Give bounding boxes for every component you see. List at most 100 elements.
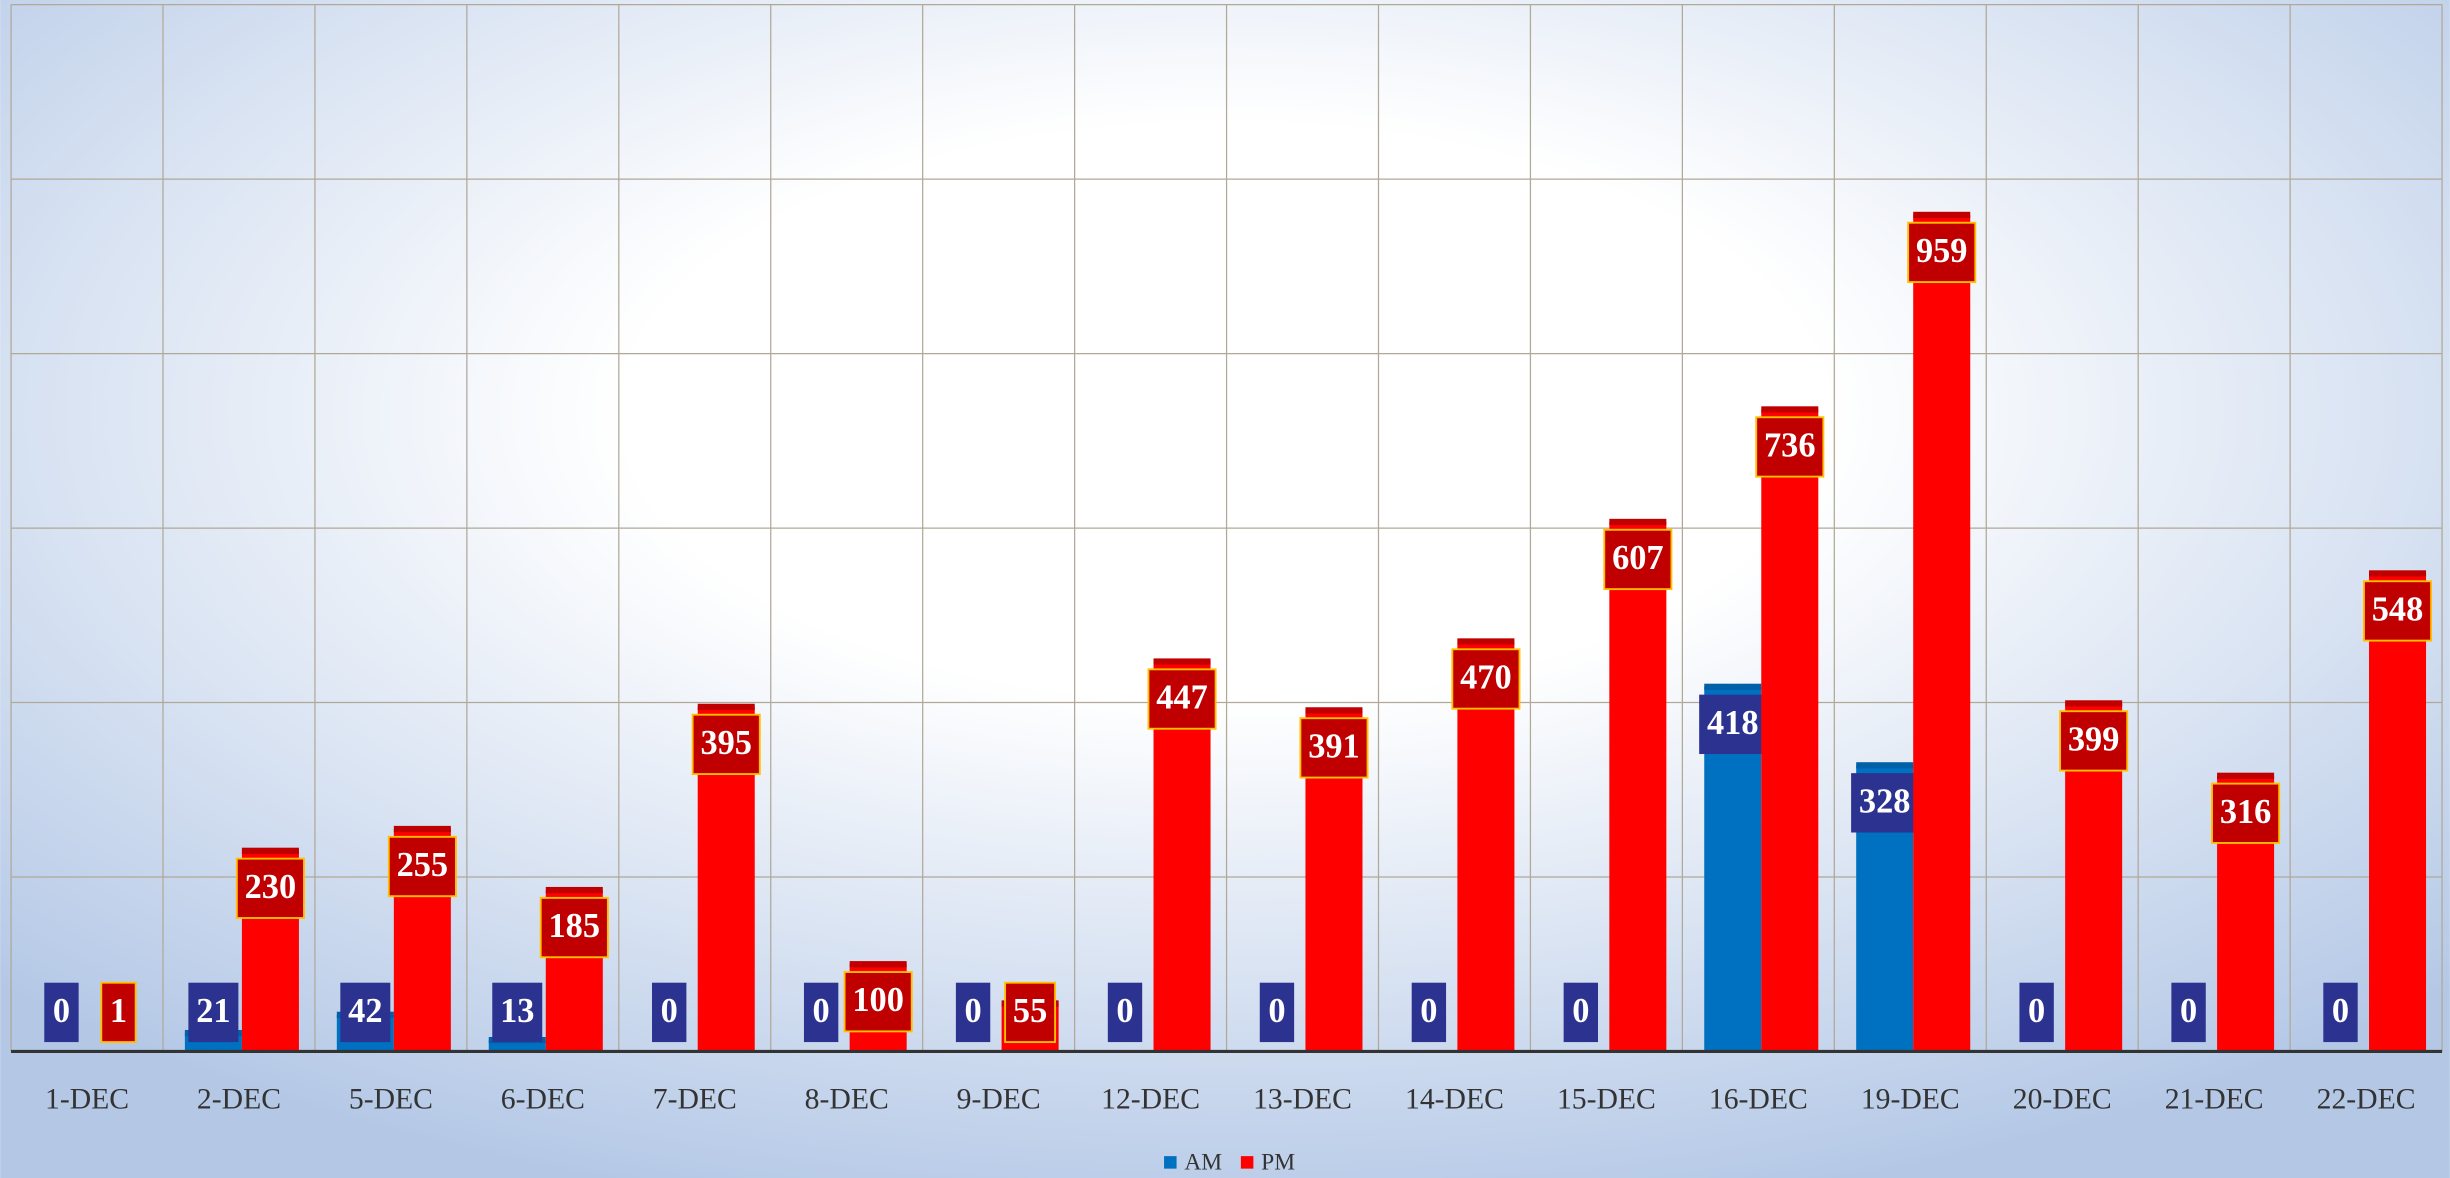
value-label-box xyxy=(843,971,913,1033)
bar-cap xyxy=(1761,406,1819,413)
x-tick-label: 7-DEC xyxy=(653,1083,737,1115)
value-label-box xyxy=(1603,528,1673,591)
bar xyxy=(1609,521,1667,1052)
value-label: 21 xyxy=(196,992,230,1030)
value-label-box xyxy=(2323,982,2358,1043)
value-label-box xyxy=(340,982,391,1043)
value-label: 13 xyxy=(500,992,534,1030)
value-label: 42 xyxy=(348,992,382,1030)
value-label-box xyxy=(1451,648,1521,710)
value-label-box xyxy=(1411,982,1447,1043)
value-label-box xyxy=(1004,981,1057,1044)
value-label: 100 xyxy=(852,981,904,1019)
value-label-box xyxy=(2059,710,2129,772)
bar xyxy=(488,1040,546,1052)
value-label: 607 xyxy=(1612,539,1664,577)
value-label: 0 xyxy=(2180,992,2197,1030)
value-label: 55 xyxy=(1013,992,1047,1030)
value-label-box xyxy=(1107,982,1143,1043)
legend-label: AM xyxy=(1184,1149,1222,1175)
x-tick-label: 5-DEC xyxy=(349,1083,433,1115)
x-tick-label: 16-DEC xyxy=(1709,1083,1808,1115)
value-label-box xyxy=(1147,668,1217,730)
x-tick-label: 15-DEC xyxy=(1557,1083,1656,1115)
value-label: 548 xyxy=(2372,590,2424,628)
bar-cap xyxy=(1856,762,1914,769)
value-label: 328 xyxy=(1859,782,1911,820)
x-tick-label: 2-DEC xyxy=(197,1083,281,1115)
bar-cap xyxy=(2217,772,2275,779)
value-label-box xyxy=(652,982,687,1043)
x-tick-label: 9-DEC xyxy=(957,1083,1041,1115)
x-tick-label: 14-DEC xyxy=(1405,1083,1504,1115)
legend-swatch xyxy=(1164,1156,1177,1169)
x-tick-label: 21-DEC xyxy=(2165,1083,2264,1115)
legend-label: PM xyxy=(1261,1149,1295,1175)
x-tick-label: 12-DEC xyxy=(1101,1083,1200,1115)
value-label-box xyxy=(2171,982,2206,1043)
value-label-box xyxy=(803,982,839,1043)
value-label-box xyxy=(1755,416,1825,478)
value-label-box xyxy=(1851,773,1919,833)
bar-cap xyxy=(1305,707,1363,714)
value-label-box xyxy=(2019,982,2054,1043)
bar-cap xyxy=(2369,570,2427,577)
value-label-box xyxy=(2363,580,2433,642)
value-label-box xyxy=(100,981,137,1044)
bar xyxy=(1913,214,1971,1052)
value-label-box xyxy=(539,896,609,959)
bar-cap xyxy=(1704,683,1762,690)
value-label: 316 xyxy=(2220,793,2272,831)
value-label: 0 xyxy=(1420,992,1437,1030)
value-label: 736 xyxy=(1764,426,1816,464)
value-label: 185 xyxy=(549,907,601,945)
value-label: 959 xyxy=(1916,232,1968,270)
value-label-box xyxy=(188,982,239,1043)
value-label-box xyxy=(1259,982,1295,1043)
value-label: 447 xyxy=(1156,678,1208,716)
value-label-box xyxy=(955,982,991,1043)
value-label-box xyxy=(2211,782,2281,844)
value-label: 0 xyxy=(1572,992,1589,1030)
x-tick-label: 6-DEC xyxy=(501,1083,585,1115)
bar-cap xyxy=(697,703,755,711)
value-label-box xyxy=(387,835,457,898)
value-label-box xyxy=(1563,982,1599,1043)
value-label: 418 xyxy=(1707,704,1759,742)
x-tick-label: 8-DEC xyxy=(805,1083,889,1115)
value-label-box xyxy=(1699,694,1767,755)
value-label: 470 xyxy=(1460,658,1512,696)
bar-cap xyxy=(393,825,451,833)
x-tick-label: 1-DEC xyxy=(45,1083,129,1115)
value-label: 0 xyxy=(1116,992,1133,1030)
value-label: 391 xyxy=(1308,727,1360,765)
value-label: 230 xyxy=(245,868,297,906)
bar xyxy=(2369,573,2427,1052)
value-label: 0 xyxy=(2028,992,2045,1030)
bar-cap xyxy=(849,961,907,968)
value-label: 0 xyxy=(964,992,981,1030)
value-label: 0 xyxy=(53,992,70,1030)
bar-cap xyxy=(241,847,299,854)
bar xyxy=(1457,641,1515,1052)
bar-cap xyxy=(1913,211,1971,219)
x-tick-label: 20-DEC xyxy=(2013,1083,2112,1115)
bar-cap xyxy=(2065,700,2123,707)
value-label: 395 xyxy=(700,724,752,762)
value-label: 255 xyxy=(397,846,449,884)
value-label: 1 xyxy=(110,992,127,1030)
value-label-box xyxy=(44,982,79,1043)
x-tick-label: 19-DEC xyxy=(1861,1083,1960,1115)
bar xyxy=(1761,409,1819,1052)
value-label: 399 xyxy=(2068,720,2120,758)
bar-cap xyxy=(1457,638,1515,645)
legend-swatch xyxy=(1240,1156,1254,1169)
x-tick-label: 13-DEC xyxy=(1253,1083,1352,1115)
bar-cap xyxy=(1609,518,1667,526)
value-label: 0 xyxy=(661,992,678,1030)
bar-cap xyxy=(1153,658,1211,665)
value-label-box xyxy=(691,713,761,776)
value-label: 0 xyxy=(1268,992,1285,1030)
x-tick-label: 22-DEC xyxy=(2317,1083,2416,1115)
